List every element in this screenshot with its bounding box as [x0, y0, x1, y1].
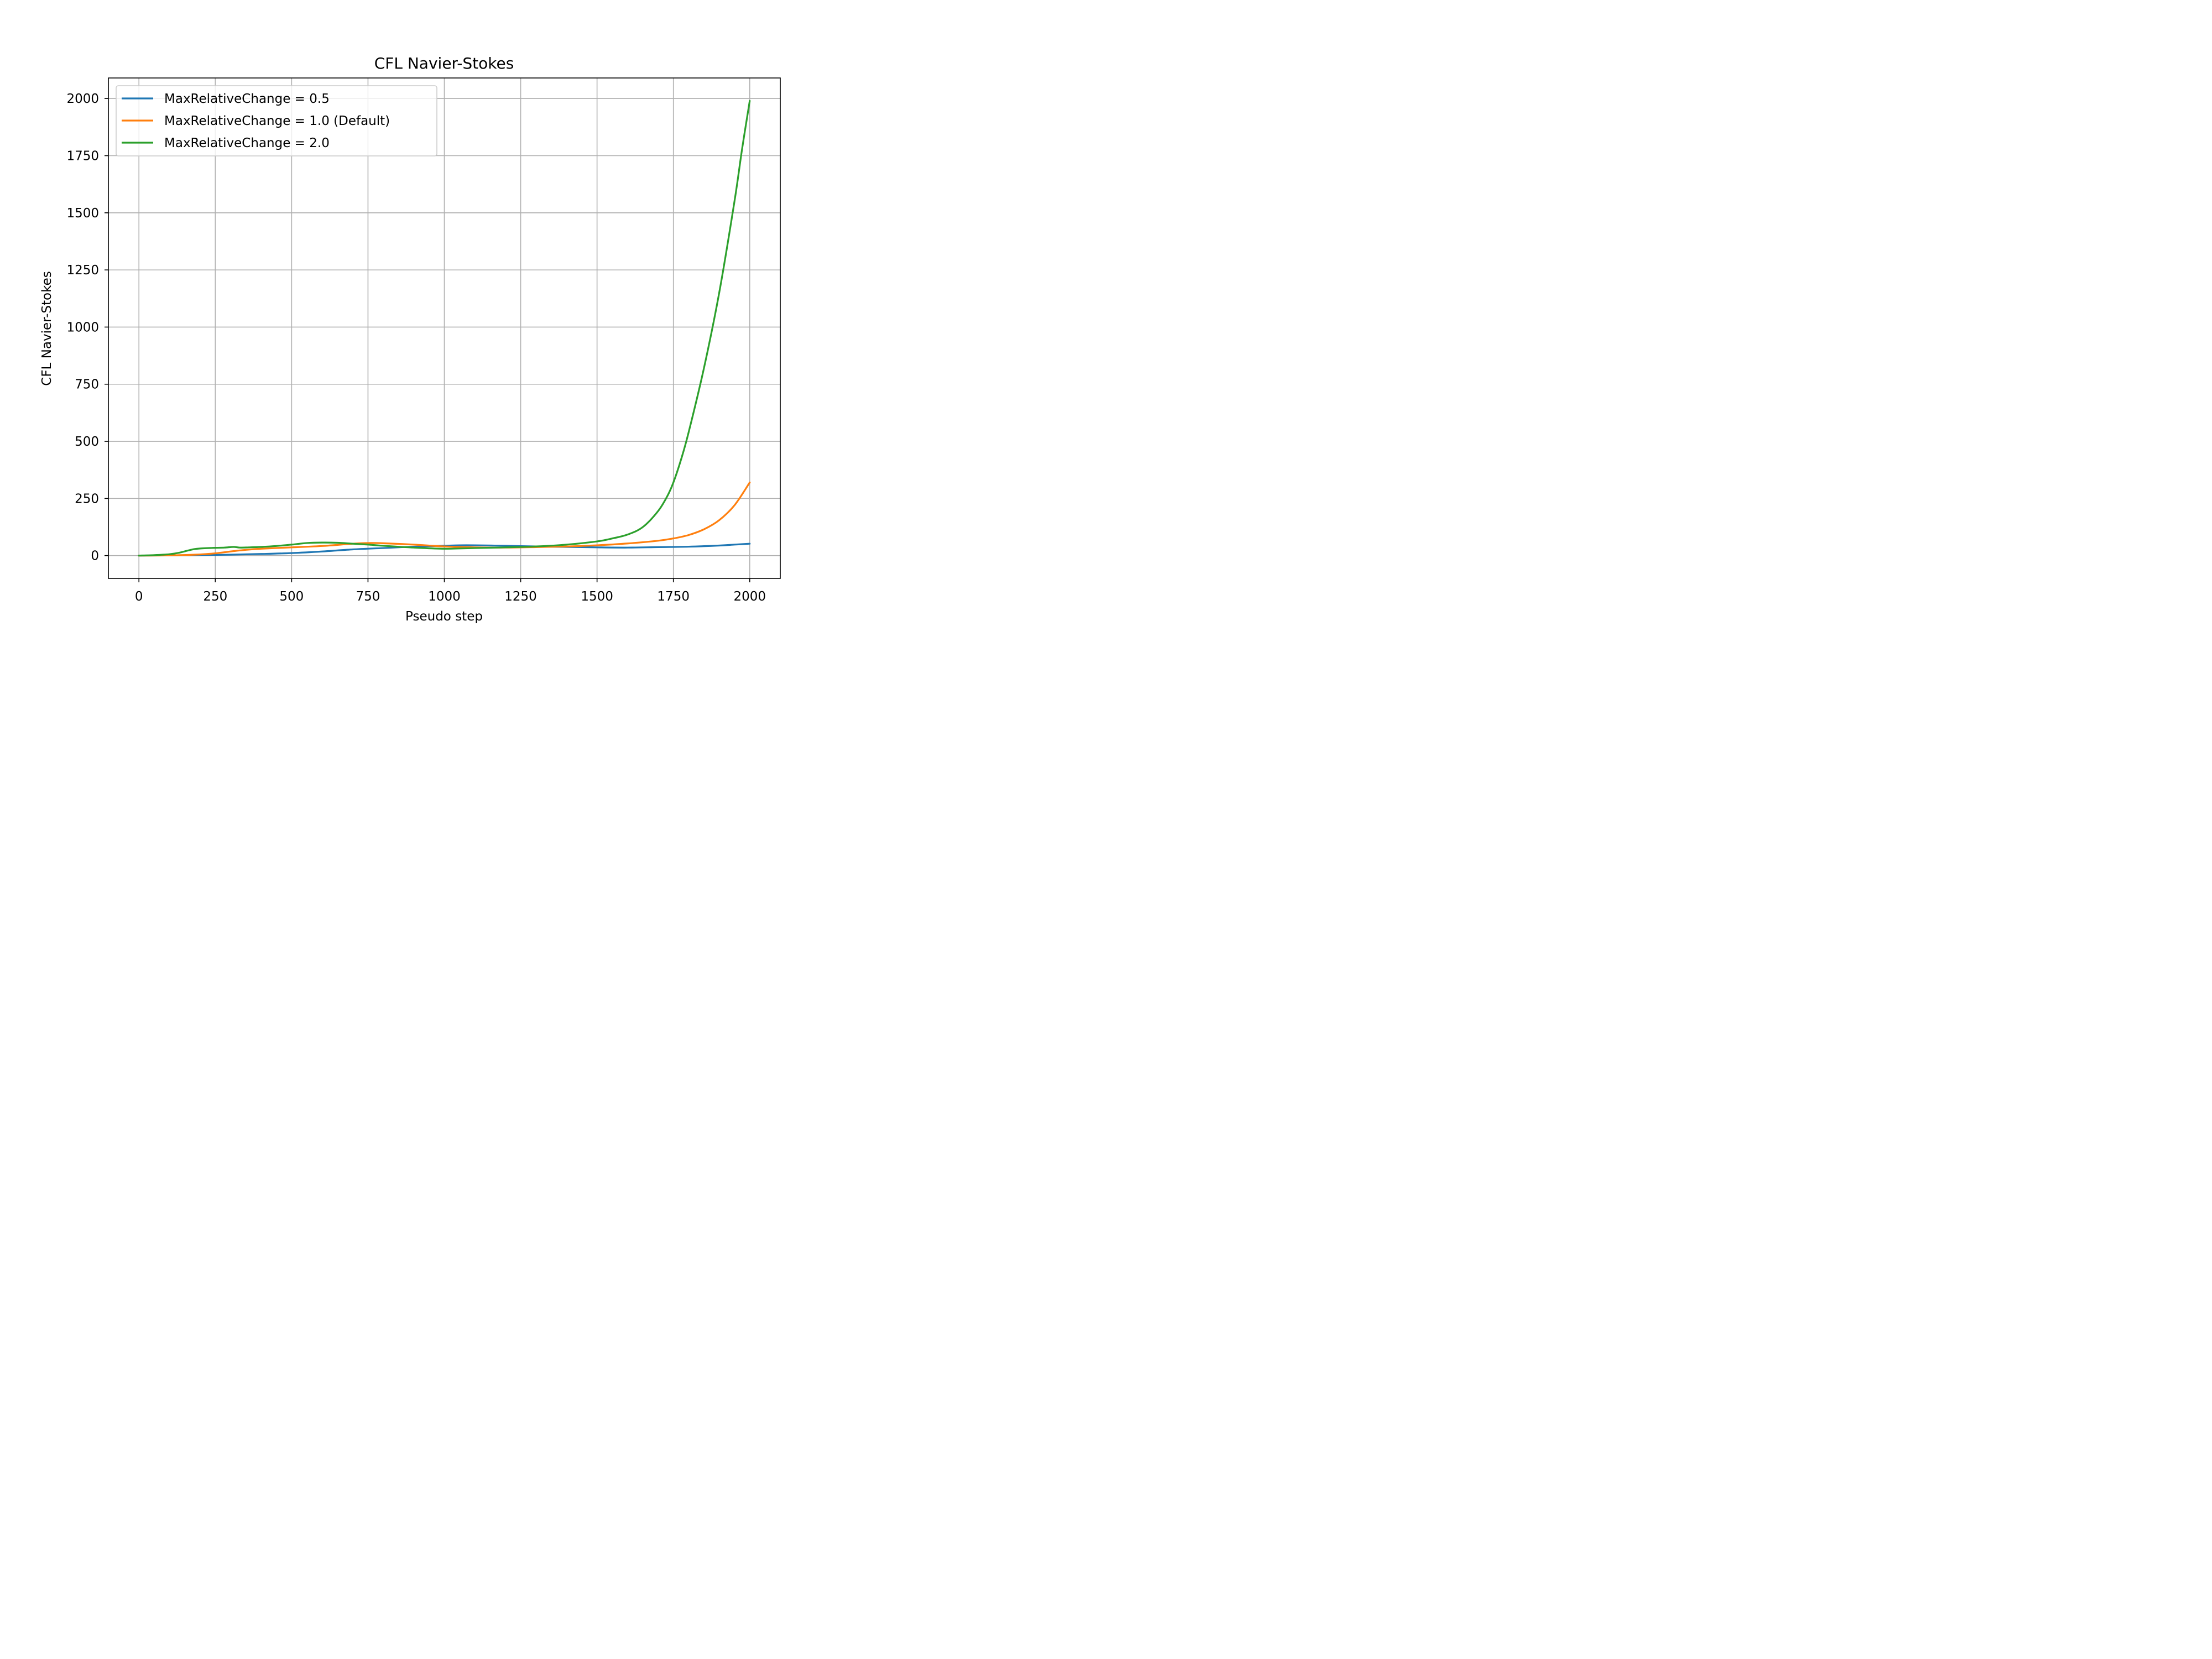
legend-item: MaxRelativeChange = 2.0 — [122, 136, 330, 150]
x-tick: 750 — [356, 578, 380, 604]
series-line-3 — [138, 100, 751, 557]
x-tick-label: 1000 — [428, 589, 461, 604]
x-tick-label: 0 — [135, 589, 143, 604]
legend: MaxRelativeChange = 0.5 MaxRelativeChange… — [116, 85, 437, 156]
x-tick: 500 — [279, 578, 304, 604]
x-tick: 0 — [135, 578, 143, 604]
legend-item: MaxRelativeChange = 1.0 (Default) — [122, 114, 390, 128]
line-chart: CFL Navier-Stokes 0 250 500 750 1000 1250 1500… — [0, 0, 855, 641]
legend-label: MaxRelativeChange = 1.0 (Default) — [164, 114, 390, 128]
legend-label: MaxRelativeChange = 0.5 — [164, 92, 330, 106]
x-tick: 1500 — [581, 578, 613, 604]
series-layer — [138, 100, 751, 557]
x-tick: 1750 — [657, 578, 690, 604]
chart-title: CFL Navier-Stokes — [374, 54, 514, 72]
x-axis-label: Pseudo step — [405, 609, 483, 624]
y-tick-label: 500 — [75, 435, 99, 449]
y-tick-label: 1000 — [66, 320, 99, 335]
x-tick-label: 250 — [203, 589, 227, 604]
y-tick: 1750 — [66, 149, 108, 164]
x-tick-label: 1250 — [504, 589, 537, 604]
x-tick: 1000 — [428, 578, 461, 604]
legend-label: MaxRelativeChange = 2.0 — [164, 136, 330, 150]
x-tick: 250 — [203, 578, 227, 604]
x-tick-label: 750 — [356, 589, 380, 604]
grid-lines — [108, 78, 780, 578]
x-tick: 1250 — [504, 578, 537, 604]
y-tick-label: 1750 — [66, 149, 99, 164]
y-tick: 250 — [75, 492, 108, 506]
y-tick-label: 0 — [91, 549, 99, 564]
series-line-2 — [138, 481, 751, 557]
y-axis-ticks: 0 250 500 750 1000 1250 1500 1750 2000 — [66, 92, 108, 564]
y-tick-label: 2000 — [66, 92, 99, 106]
y-tick: 1500 — [66, 206, 108, 221]
y-tick: 500 — [75, 435, 108, 449]
y-tick-label: 750 — [75, 378, 99, 392]
x-tick-label: 2000 — [733, 589, 766, 604]
y-tick: 2000 — [66, 92, 108, 106]
x-tick: 2000 — [733, 578, 766, 604]
legend-item: MaxRelativeChange = 0.5 — [122, 92, 330, 106]
series-line-1 — [138, 542, 751, 557]
y-tick: 1250 — [66, 263, 108, 278]
y-axis-label: CFL Navier-Stokes — [40, 271, 54, 385]
y-tick-label: 250 — [75, 492, 99, 506]
x-tick-label: 500 — [279, 589, 304, 604]
y-tick-label: 1500 — [66, 206, 99, 221]
y-tick: 750 — [75, 378, 108, 392]
y-tick: 1000 — [66, 320, 108, 335]
legend-box — [116, 85, 437, 156]
y-tick: 0 — [91, 549, 108, 564]
y-tick-label: 1250 — [66, 263, 99, 278]
x-tick-label: 1500 — [581, 589, 613, 604]
x-axis-ticks: 0 250 500 750 1000 1250 1500 1750 2000 — [135, 578, 766, 604]
x-tick-label: 1750 — [657, 589, 690, 604]
